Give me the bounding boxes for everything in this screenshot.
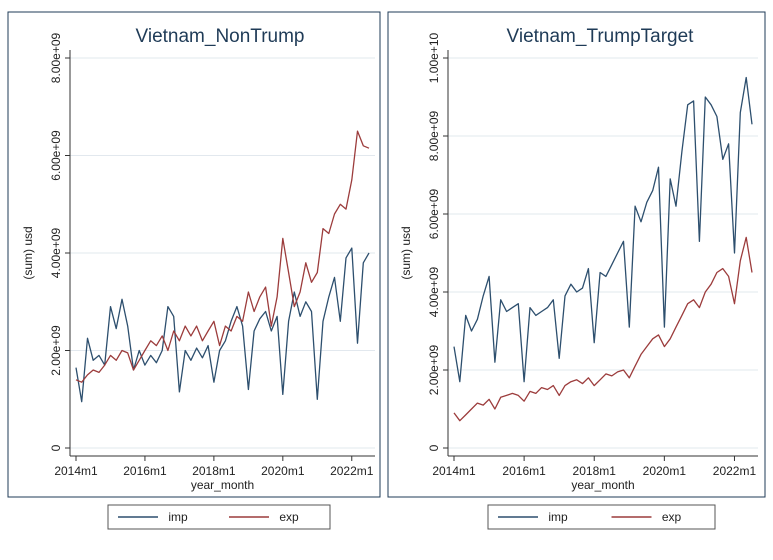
chart-title: Vietnam_NonTrump [136, 26, 305, 47]
legend-label-exp: exp [279, 510, 299, 524]
x-tick-label: 2016m1 [502, 464, 546, 478]
y-tick-label: 0 [49, 444, 63, 451]
y-axis-title: (sum) usd [399, 226, 413, 279]
x-tick-label: 2018m1 [573, 464, 617, 478]
chart-panel-1: Vietnam_NonTrump 0 2.00e+09 4.00e+09 6.00e+0… [7, 11, 381, 530]
y-tick-label: 4.00e+09 [49, 227, 63, 278]
series-line-imp [75, 247, 370, 403]
y-tick-label: 6.00e+09 [49, 130, 63, 181]
chart-panel-2: Vietnam_TrumpTarget 0 2.00e+09 4.00e+09 6.00… [387, 11, 766, 530]
series-line-imp [453, 76, 753, 383]
chart-stage: Vietnam_NonTrump 0 2.00e+09 4.00e+09 6.00e+0… [7, 11, 766, 530]
series-line-exp [75, 130, 370, 383]
series-line-exp [453, 236, 753, 422]
legend-label-imp: imp [548, 510, 568, 524]
x-tick-label: 2016m1 [123, 464, 167, 478]
y-axis-title: (sum) usd [21, 226, 35, 279]
panel-frame [7, 11, 381, 498]
y-tick-label: 2.00e+09 [49, 325, 63, 376]
y-tick-label: 8.00e+09 [427, 110, 441, 161]
x-tick-label: 2020m1 [261, 464, 305, 478]
x-tick-label: 2022m1 [330, 464, 374, 478]
y-tick-label: 8.00e+09 [49, 32, 63, 83]
x-tick-label: 2022m1 [713, 464, 757, 478]
x-axis-title: year_month [571, 478, 634, 492]
y-tick-label: 2.00e+09 [427, 344, 441, 395]
panel-frame [387, 11, 766, 498]
y-tick-label: 6.00e+09 [427, 188, 441, 239]
x-axis-title: year_month [191, 478, 254, 492]
x-tick-label: 2020m1 [643, 464, 687, 478]
legend-label-imp: imp [168, 510, 188, 524]
x-tick-label: 2014m1 [54, 464, 98, 478]
x-tick-label: 2014m1 [432, 464, 476, 478]
chart-title: Vietnam_TrumpTarget [507, 26, 695, 47]
y-tick-label: 1.00e+10 [427, 32, 441, 83]
x-tick-label: 2018m1 [192, 464, 236, 478]
legend-label-exp: exp [662, 510, 682, 524]
y-tick-label: 4.00e+09 [427, 266, 441, 317]
y-tick-label: 0 [427, 444, 441, 451]
